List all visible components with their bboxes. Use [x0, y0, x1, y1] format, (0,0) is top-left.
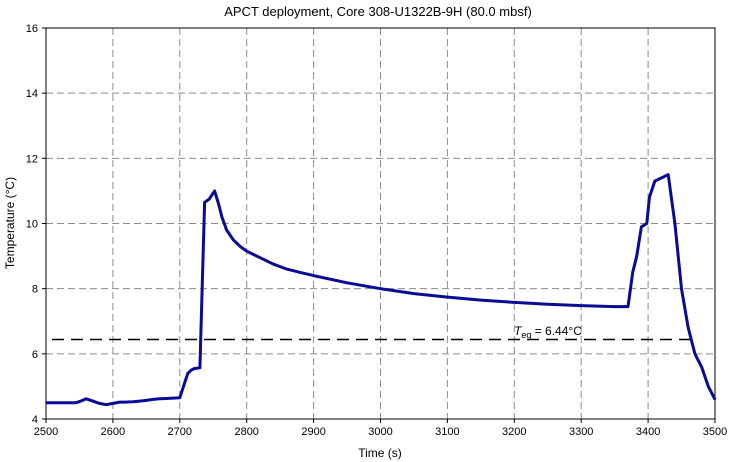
- data-point: [272, 263, 275, 266]
- data-point: [667, 173, 669, 176]
- x-tick-label: 3200: [502, 426, 526, 438]
- data-point: [199, 367, 201, 369]
- data-point: [700, 366, 703, 368]
- chart-title: APCT deployment, Core 308-U1322B-9H (80.…: [224, 4, 532, 19]
- data-point: [165, 397, 168, 400]
- data-point: [660, 177, 663, 179]
- data-point: [158, 398, 161, 400]
- data-point: [213, 190, 216, 192]
- x-tick-label: 3400: [636, 426, 660, 438]
- x-tick-label: 2600: [101, 426, 125, 438]
- y-tick-label: 14: [26, 88, 38, 100]
- data-point: [714, 398, 716, 401]
- data-point: [680, 287, 683, 290]
- data-point: [299, 271, 302, 274]
- x-tick-label: 2900: [301, 426, 325, 438]
- data-point: [640, 226, 643, 228]
- data-point: [118, 401, 121, 403]
- data-point: [225, 229, 228, 231]
- data-point: [674, 222, 676, 225]
- y-tick-label: 8: [32, 284, 38, 296]
- data-point: [92, 400, 94, 402]
- data-point: [75, 401, 77, 404]
- data-point: [687, 327, 689, 329]
- x-axis-ticks: 2500 2600 2700 2800 2900 3000 3100 3200 3300 3400…: [34, 419, 727, 438]
- data-point: [203, 201, 206, 204]
- data-point: [58, 401, 61, 404]
- data-point: [654, 180, 656, 182]
- data-point: [221, 216, 223, 218]
- data-point: [312, 274, 315, 277]
- data-point: [547, 303, 549, 306]
- teq-label-value: = 6.44°C: [531, 324, 582, 338]
- data-point: [132, 400, 134, 403]
- data-point: [105, 403, 107, 406]
- y-axis-title: Temperature (°C): [3, 177, 17, 269]
- y-axis-ticks: 4 6 8 10 12 14 16: [26, 23, 46, 426]
- data-point: [145, 399, 148, 402]
- data-point: [245, 250, 248, 252]
- y-tick-label: 6: [32, 349, 38, 361]
- data-point: [286, 268, 288, 270]
- x-tick-label: 3500: [703, 426, 727, 438]
- y-tick-label: 4: [32, 414, 38, 426]
- teq-annotation: Teq = 6.44°C: [514, 324, 582, 340]
- x-axis-title: Time (s): [358, 446, 402, 460]
- data-point: [112, 402, 114, 405]
- data-point: [183, 382, 186, 385]
- grid-lines: [46, 28, 715, 419]
- data-point: [259, 256, 261, 259]
- data-point: [707, 385, 710, 388]
- data-point: [635, 255, 638, 257]
- x-tick-label: 2500: [34, 426, 58, 438]
- data-point: [580, 304, 582, 307]
- data-point: [379, 287, 382, 290]
- data-point: [190, 369, 192, 371]
- data-point: [646, 222, 648, 225]
- data-point: [631, 271, 634, 274]
- y-tick-label: 12: [26, 153, 38, 165]
- data-point: [45, 401, 47, 404]
- data-point: [217, 203, 220, 205]
- data-point: [346, 282, 348, 284]
- data-point: [446, 296, 449, 298]
- data-point: [613, 305, 616, 308]
- teq-label-subscript: eq: [521, 330, 531, 340]
- x-tick-label: 2800: [234, 426, 258, 438]
- data-point: [239, 245, 241, 248]
- x-tick-label: 3100: [435, 426, 459, 438]
- data-point: [80, 400, 82, 402]
- x-tick-label: 3300: [569, 426, 593, 438]
- data-point: [208, 198, 210, 200]
- data-point: [125, 401, 128, 403]
- data-point: [480, 299, 482, 301]
- x-tick-label: 2700: [168, 426, 192, 438]
- data-point: [694, 353, 696, 355]
- x-tick-label: 3000: [368, 426, 392, 438]
- data-point: [85, 398, 87, 400]
- data-point: [98, 402, 101, 405]
- temperature-series-points: [45, 173, 716, 406]
- data-point: [232, 239, 235, 241]
- y-tick-label: 10: [26, 219, 38, 231]
- data-point: [648, 196, 651, 199]
- data-point: [413, 292, 415, 295]
- data-point: [138, 400, 141, 402]
- data-point: [187, 372, 189, 375]
- data-point: [152, 398, 154, 401]
- data-point: [513, 301, 516, 304]
- data-point: [627, 305, 629, 308]
- data-point: [172, 397, 174, 399]
- data-point: [179, 397, 181, 399]
- teq-label-variable: T: [514, 324, 523, 338]
- y-tick-label: 16: [26, 23, 38, 35]
- data-point: [193, 367, 196, 370]
